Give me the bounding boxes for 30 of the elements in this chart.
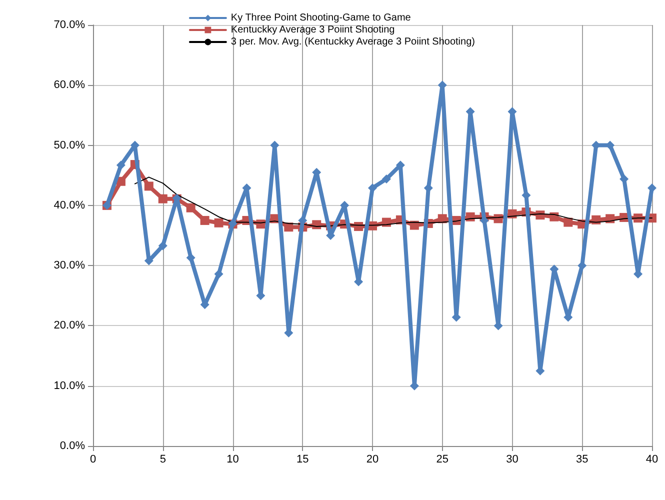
legend-label: 3 per. Mov. Avg. (Kentuckky Average 3 Poiint Shooting)	[230, 36, 475, 48]
point	[214, 218, 224, 228]
point	[158, 241, 168, 250]
point	[382, 174, 391, 184]
legend-label: Kentuckky Average 3 Poiint Shooting	[230, 24, 395, 36]
point	[144, 182, 154, 191]
x-tick-label: 0	[90, 454, 96, 466]
y-tick-label: 0.0%	[60, 440, 86, 452]
y-tick-label: 60.0%	[54, 79, 86, 92]
x-tick-label: 15	[296, 454, 309, 466]
x-tick-label: 35	[576, 454, 588, 466]
y-tick-label: 30.0%	[54, 260, 86, 272]
legend-label: Ky Three Point Shooting-Game to Game	[230, 12, 412, 24]
x-tick-label: 20	[366, 454, 379, 466]
point	[214, 269, 224, 278]
y-tick-label: 70.0%	[54, 19, 86, 31]
x-tick-label: 25	[436, 454, 448, 466]
x-tick-label: 5	[160, 454, 166, 466]
y-tick-label: 50.0%	[54, 139, 86, 152]
point	[116, 160, 126, 170]
point	[158, 194, 168, 204]
y-tick-label: 10.0%	[54, 380, 86, 392]
point	[186, 203, 196, 212]
point	[564, 218, 573, 227]
y-tick-label: 20.0%	[54, 320, 86, 332]
x-tick-label: 10	[226, 454, 239, 466]
point	[200, 216, 210, 225]
y-tick-label: 40.0%	[54, 199, 86, 212]
x-tick-label: 30	[506, 454, 518, 466]
x-tick-label: 40	[646, 454, 658, 466]
